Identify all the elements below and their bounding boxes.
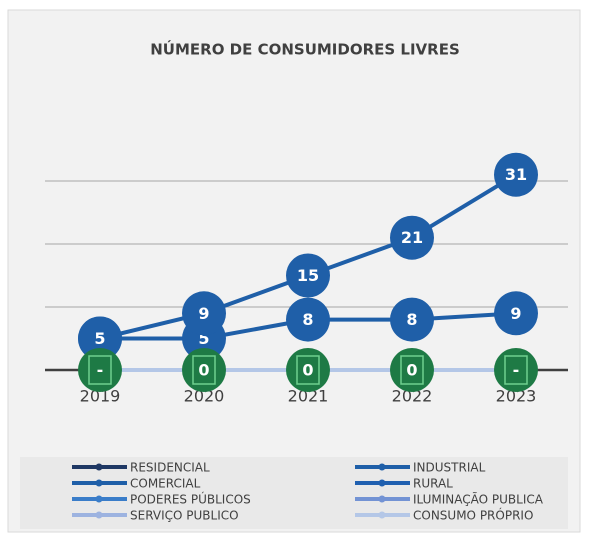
chart-title: NÚMERO DE CONSUMIDORES LIVRES: [150, 40, 460, 59]
label-box: [192, 355, 216, 385]
data-label: 31: [505, 165, 527, 184]
data-label: 9: [198, 304, 209, 323]
legend-marker: [95, 479, 103, 487]
x-tick-label: 2020: [184, 387, 225, 406]
legend-label: ILUMINAÇÃO PUBLICA: [413, 492, 544, 507]
label-box: [88, 355, 112, 385]
data-label: 15: [297, 266, 319, 285]
data-label: 0: [302, 361, 313, 380]
data-marker: [390, 297, 434, 342]
label-box: [504, 355, 528, 385]
legend-marker: [378, 479, 386, 487]
data-label: 8: [406, 310, 417, 329]
data-marker: [390, 215, 434, 260]
legend-label: RESIDENCIAL: [130, 461, 210, 475]
legend-marker: [95, 495, 103, 503]
data-label: 21: [401, 228, 423, 247]
legend-label: PODERES PÚBLICOS: [130, 492, 251, 507]
data-label: 5: [198, 329, 209, 348]
x-tick-label: 2021: [288, 387, 329, 406]
data-marker: [182, 291, 226, 336]
data-label: 0: [406, 361, 417, 380]
data-marker: [494, 152, 538, 197]
legend-label: CONSUMO PRÓPRIO: [413, 508, 533, 523]
data-marker: [78, 316, 122, 361]
data-label: 9: [510, 304, 521, 323]
label-box: [296, 355, 320, 385]
data-marker: [286, 297, 330, 342]
data-label: -: [513, 361, 520, 380]
label-box: [400, 355, 424, 385]
legend-label: SERVIÇO PUBLICO: [130, 509, 239, 523]
legend-label: COMERCIAL: [130, 477, 201, 491]
x-tick-label: 2022: [392, 387, 433, 406]
legend-marker: [378, 463, 386, 471]
x-tick-label: 2019: [80, 387, 121, 406]
legend-marker: [378, 511, 386, 519]
legend-marker: [95, 463, 103, 471]
data-marker: [494, 291, 538, 336]
data-label: 8: [302, 310, 313, 329]
legend-marker: [378, 495, 386, 503]
data-label: -: [97, 361, 104, 380]
data-label: 0: [198, 361, 209, 380]
legend-label: INDUSTRIAL: [413, 461, 486, 475]
data-marker: [286, 253, 330, 298]
x-tick-label: 2023: [496, 387, 537, 406]
legend-label: RURAL: [413, 477, 453, 491]
data-label: 5: [94, 329, 105, 348]
legend-marker: [95, 511, 103, 519]
